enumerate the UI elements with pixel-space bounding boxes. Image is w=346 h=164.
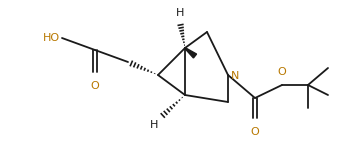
- Text: O: O: [251, 127, 260, 137]
- Text: H: H: [149, 120, 158, 130]
- Text: H: H: [176, 8, 184, 18]
- Text: N: N: [231, 71, 239, 81]
- Text: HO: HO: [43, 33, 60, 43]
- Polygon shape: [185, 48, 197, 58]
- Text: O: O: [277, 67, 286, 77]
- Text: O: O: [91, 81, 99, 91]
